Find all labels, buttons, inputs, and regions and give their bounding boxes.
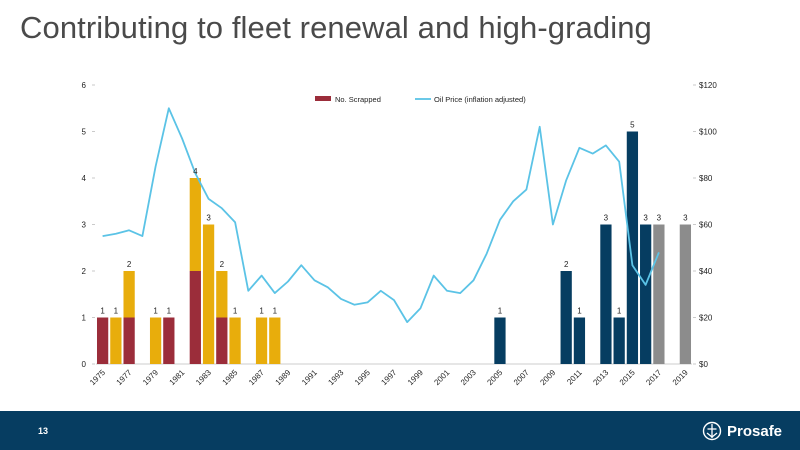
- x-tick-label: 2009: [538, 368, 557, 387]
- y-right-tick-label: $0: [699, 360, 708, 369]
- x-tick-label: 1975: [88, 368, 107, 387]
- x-tick-label: 2015: [618, 368, 637, 387]
- bar-segment: [653, 224, 665, 364]
- bar-segment: [149, 317, 162, 364]
- bar-segment: [189, 178, 201, 271]
- bar-value-label: 3: [657, 214, 662, 223]
- page-number: 13: [38, 426, 49, 436]
- footer-bar: 13 Prosafe: [0, 411, 800, 450]
- y-left-tick-label: 1: [82, 314, 87, 323]
- x-tick-label: 1981: [168, 368, 187, 387]
- bar-segment: [123, 271, 135, 318]
- bar-value-label: 1: [617, 307, 622, 316]
- bar-value-label: 3: [604, 214, 609, 223]
- chart-legend: No. Scrapped Oil Price (inflation adjust…: [315, 95, 526, 104]
- x-tick-label: 1991: [300, 368, 319, 387]
- bar-segment: [600, 224, 612, 364]
- bar-layer: [96, 131, 692, 364]
- bar-value-label: 1: [114, 307, 119, 316]
- x-tick-label: 1989: [274, 368, 293, 387]
- bar-segment: [202, 224, 215, 364]
- bar-value-label: 1: [167, 307, 172, 316]
- y-left-tick-label: 3: [82, 221, 87, 230]
- legend-bar-label: No. Scrapped: [335, 95, 381, 104]
- x-tick-label: 1983: [194, 368, 213, 387]
- y-right-tick-label: $60: [699, 221, 713, 230]
- y-left-tick-label: 6: [82, 81, 87, 90]
- bar-segment: [229, 317, 241, 364]
- x-tick-label: 2007: [512, 368, 531, 387]
- bar-segment: [640, 224, 652, 364]
- y-right-tick-label: $80: [699, 174, 713, 183]
- bar-value-label: 1: [100, 307, 105, 316]
- y-right-tick-label: $120: [699, 81, 717, 90]
- bar-segment: [216, 271, 228, 318]
- x-tick-label: 2005: [485, 368, 504, 387]
- y-left-tick-label: 5: [82, 128, 87, 137]
- x-tick-label: 2003: [459, 368, 478, 387]
- x-tick-label: 1995: [353, 368, 372, 387]
- bar-segment: [269, 317, 281, 364]
- fleet-scrapping-chart: 0 1 2 3 4 5 6 $0 $20 $40 $60 $80 $100 $120 1975 1977 197…: [82, 81, 718, 387]
- x-tick-label: 2017: [644, 368, 663, 387]
- bar-segment: [255, 317, 268, 364]
- x-tick-label: 1999: [406, 368, 425, 387]
- x-tick-label: 2013: [591, 368, 610, 387]
- x-tick-label: 1977: [115, 368, 134, 387]
- bar-value-label: 5: [630, 121, 635, 130]
- y-left-tick-label: 4: [82, 174, 87, 183]
- x-tick-label: 2019: [671, 368, 690, 387]
- bar-value-label: 3: [206, 214, 211, 223]
- y-left-tick-label: 2: [82, 267, 87, 276]
- bar-segment: [613, 317, 625, 364]
- bar-segment: [110, 317, 122, 364]
- x-tick-label: 2001: [432, 368, 451, 387]
- bar-value-label: 2: [220, 260, 225, 269]
- y-right-tick-label: $40: [699, 267, 713, 276]
- oil-price-layer: [102, 107, 660, 324]
- slide-title: Contributing to fleet renewal and high-g…: [20, 10, 652, 45]
- bar-value-label: 1: [273, 307, 278, 316]
- bar-value-label: 3: [683, 214, 688, 223]
- x-tick-label: 1993: [326, 368, 345, 387]
- bar-value-label: 2: [127, 260, 132, 269]
- bar-value-label: 1: [259, 307, 264, 316]
- y-left-tick-label: 0: [82, 360, 87, 369]
- prosafe-emblem-icon: [702, 421, 722, 441]
- y-right-tick-label: $20: [699, 314, 713, 323]
- bar-segment: [216, 317, 228, 364]
- bar-segment: [560, 271, 572, 364]
- bar-segment: [573, 317, 586, 364]
- prosafe-logo: Prosafe: [702, 420, 782, 442]
- bar-value-label: 3: [643, 214, 648, 223]
- legend-bar-swatch: [315, 96, 331, 101]
- x-tick-label: 1985: [221, 368, 240, 387]
- x-tick-label: 1987: [247, 368, 266, 387]
- bar-segment: [123, 317, 135, 364]
- bar-segment: [679, 224, 692, 364]
- bar-segment: [494, 317, 506, 364]
- bar-value-label: 1: [577, 307, 582, 316]
- x-tick-label: 1997: [379, 368, 398, 387]
- x-tick-label: 2011: [565, 368, 584, 387]
- legend-line-label: Oil Price (inflation adjusted): [434, 95, 526, 104]
- bar-value-label: 1: [153, 307, 158, 316]
- oil-price-line: [102, 107, 660, 324]
- bar-value-label: 1: [233, 307, 238, 316]
- bar-segment: [626, 131, 639, 364]
- bar-value-label: 1: [498, 307, 503, 316]
- bar-segment: [96, 317, 109, 364]
- y-right-tick-label: $100: [699, 128, 717, 137]
- bar-value-label: 4: [193, 167, 198, 176]
- bar-segment: [163, 317, 175, 364]
- logo-name: Prosafe: [727, 422, 783, 440]
- x-tick-label: 1979: [141, 368, 160, 387]
- bar-value-label: 2: [564, 260, 569, 269]
- bar-segment: [189, 271, 201, 364]
